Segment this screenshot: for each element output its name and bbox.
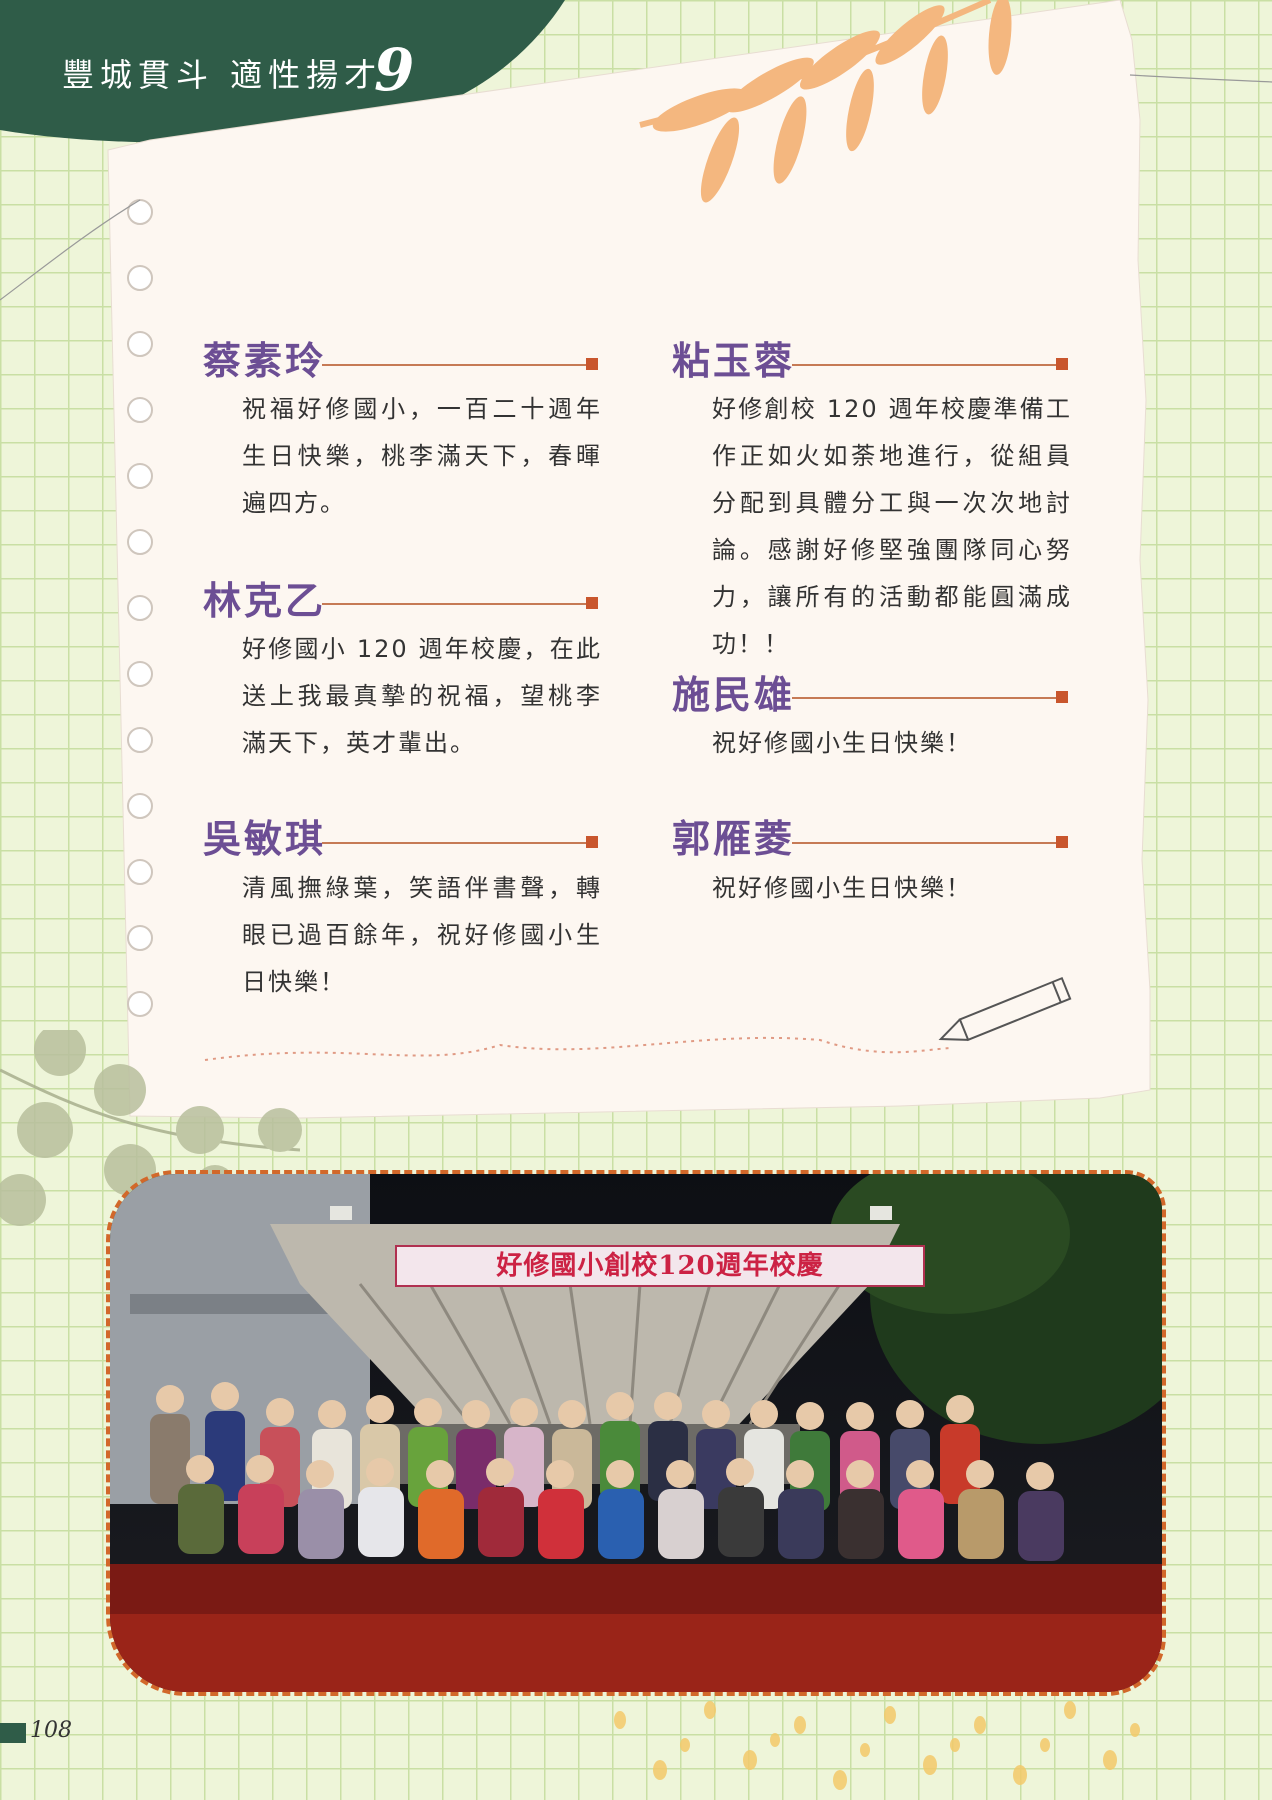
- entry-divider: [792, 364, 1062, 366]
- entry-name: 施民雄: [672, 673, 796, 717]
- notebook-paper: [0, 0, 1272, 1119]
- entry-name: 吳敏琪: [203, 817, 327, 861]
- entry-marker: [586, 597, 598, 609]
- entry-text: 祝好修國小生日快樂！: [712, 729, 972, 757]
- group-photo: [106, 1170, 1166, 1696]
- chapter-number: 9: [374, 36, 415, 104]
- entry-name: 郭雁菱: [672, 817, 796, 861]
- entry-divider: [792, 842, 1062, 844]
- entry-name: 蔡素玲: [203, 339, 327, 383]
- entry-text: 清風撫綠葉，笑語伴書聲，轉眼已過百餘年，祝好修國小生日快樂！: [242, 874, 602, 996]
- entry-marker: [1056, 836, 1068, 848]
- entry-marker: [586, 358, 598, 370]
- header-title: 豐城貫斗 適性揚才: [62, 56, 383, 94]
- entry-divider: [792, 697, 1062, 699]
- entry-divider: [322, 364, 592, 366]
- entry-divider: [322, 603, 592, 605]
- entry-divider: [322, 842, 592, 844]
- entry-marker: [1056, 691, 1068, 703]
- page-number: 108: [30, 1718, 72, 1743]
- page-number-bar: [0, 1723, 26, 1743]
- dots-decoration: [614, 1701, 1140, 1790]
- entry-marker: [1056, 358, 1068, 370]
- photo-banner: 好修國小創校120週年校慶: [395, 1245, 925, 1287]
- entry-text: 好修創校 120 週年校慶準備工作正如火如荼地進行，從組員分配到具體分工與一次次…: [712, 395, 1072, 658]
- entry-marker: [586, 836, 598, 848]
- entry-text: 祝福好修國小，一百二十週年生日快樂，桃李滿天下，春暉遍四方。: [242, 395, 602, 517]
- entry-text: 祝好修國小生日快樂！: [712, 874, 972, 902]
- entry-name: 林克乙: [203, 579, 327, 623]
- entry-text: 好修國小 120 週年校慶，在此送上我最真摯的祝福，望桃李滿天下，英才輩出。: [242, 635, 602, 757]
- entry-name: 粘玉蓉: [672, 339, 796, 383]
